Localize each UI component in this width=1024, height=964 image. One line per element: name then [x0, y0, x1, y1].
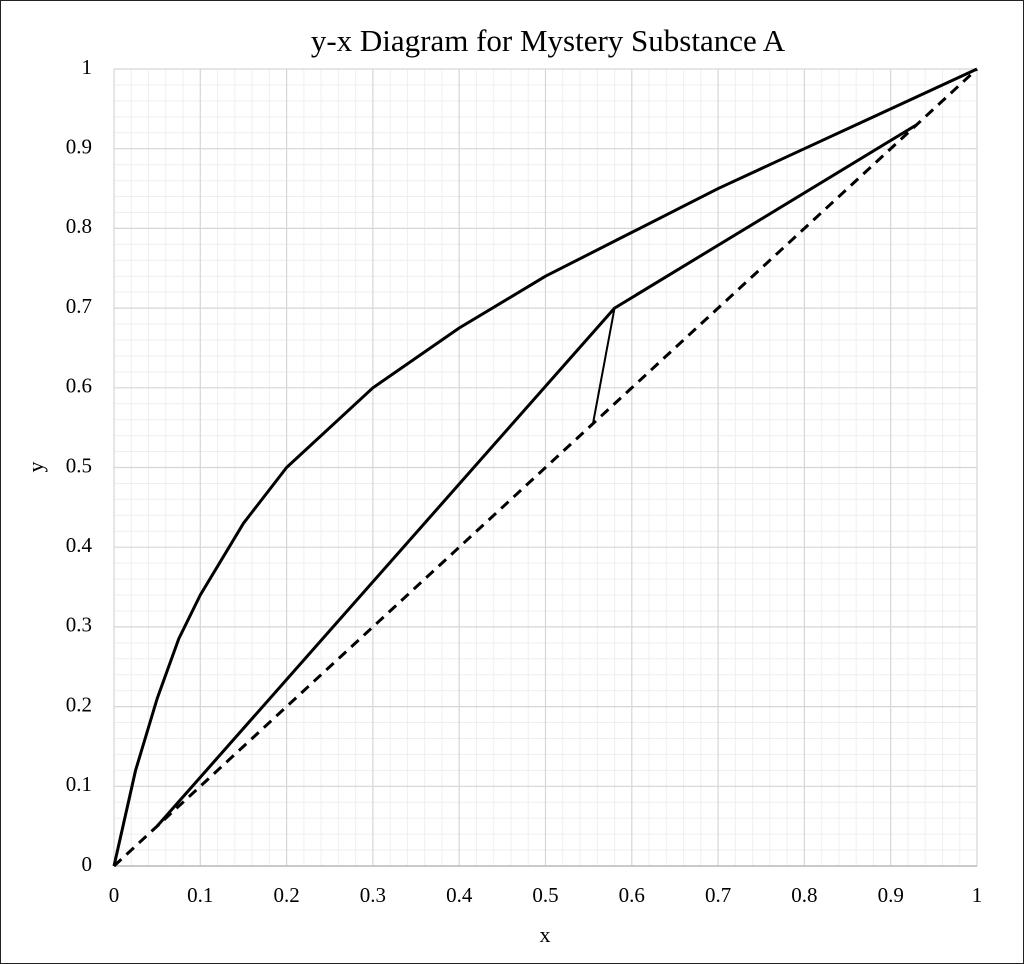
x-tick-label: 0.8 [791, 883, 817, 907]
y-tick-label: 0.1 [66, 772, 92, 796]
y-tick-label: 0.6 [66, 374, 92, 398]
data-line [112, 67, 978, 867]
y-tick-label: 0.9 [66, 135, 92, 159]
data-line [591, 307, 616, 424]
y-tick-label: 0.3 [66, 613, 92, 637]
chart-title: y-x Diagram for Mystery Substance A [311, 23, 786, 58]
x-tick-label: 0.3 [360, 883, 386, 907]
x-tick-label: 0.1 [187, 883, 213, 907]
y-tick-label: 0.5 [66, 453, 92, 477]
x-tick-label: 0 [109, 883, 120, 907]
y-tick-label: 1 [82, 55, 93, 79]
x-tick-label: 0.7 [705, 883, 731, 907]
x-tick-label: 0.5 [532, 883, 558, 907]
data-line [112, 67, 979, 868]
y-tick-label: 0.4 [66, 533, 93, 557]
y-axis-label: y [23, 462, 48, 473]
y-tick-label: 0.7 [66, 294, 92, 318]
x-tick-label: 0.4 [446, 883, 473, 907]
y-tick-label: 0 [82, 852, 93, 876]
y-tick-label: 0.8 [66, 214, 92, 238]
x-tick-label: 1 [972, 883, 983, 907]
x-axis-label: x [540, 922, 551, 947]
y-tick-label: 0.2 [66, 692, 92, 716]
x-tick-label: 0.9 [878, 883, 904, 907]
x-tick-label: 0.6 [619, 883, 645, 907]
x-tick-label: 0.2 [273, 883, 299, 907]
